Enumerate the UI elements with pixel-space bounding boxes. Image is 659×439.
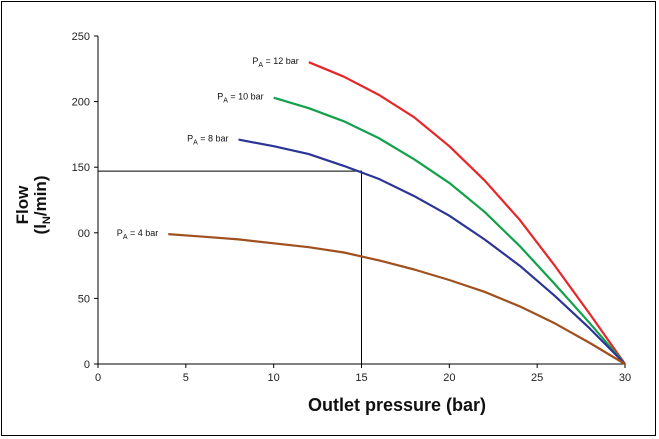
- x-tick-label: 0: [95, 372, 101, 384]
- y-axis-title-sub: N: [41, 216, 53, 224]
- x-tick-label: 30: [619, 372, 631, 384]
- x-tick-label: 25: [531, 372, 543, 384]
- series-labels: PA = 12 bar PA = 10 bar PA = 8 bar PA = 4 b…: [117, 56, 299, 241]
- x-tick-label: 5: [183, 372, 189, 384]
- y-axis-title-line1: Flow: [13, 185, 32, 224]
- series-line: [273, 96, 626, 365]
- axes: 0 5 10 15 20 25 30 0 50 00 150 200 250: [72, 31, 631, 384]
- y-tick-label: 150: [72, 162, 90, 174]
- series-label: PA = 12 bar: [252, 56, 298, 69]
- series-line: [308, 61, 626, 365]
- y-axis-title-close: /min): [31, 176, 50, 217]
- y-axis-title-open: (l: [31, 224, 50, 234]
- series-line: [238, 138, 626, 365]
- svg-text:(lN/min): (lN/min): [31, 176, 53, 235]
- reference-lines: [98, 170, 362, 364]
- x-tick-label: 20: [443, 372, 455, 384]
- y-axis-title: Flow (lN/min): [13, 176, 53, 235]
- series-group: [168, 61, 626, 365]
- svg-text:Flow: Flow: [13, 185, 32, 224]
- reference-guide-line: [98, 170, 362, 364]
- series-label: PA = 8 bar: [187, 134, 228, 147]
- series-label: PA = 4 bar: [117, 228, 158, 241]
- y-tick-label: 0: [84, 359, 90, 371]
- x-axis-title: Outlet pressure (bar): [308, 395, 486, 415]
- y-tick-label: 50: [78, 293, 90, 305]
- series-label: PA = 10 bar: [217, 92, 263, 105]
- y-tick-label: 250: [72, 31, 90, 43]
- y-tick-label: 200: [72, 97, 90, 109]
- y-tick-label: 00: [78, 228, 90, 240]
- x-tick-label: 15: [355, 372, 367, 384]
- series-line: [168, 233, 626, 365]
- x-tick-label: 10: [268, 372, 280, 384]
